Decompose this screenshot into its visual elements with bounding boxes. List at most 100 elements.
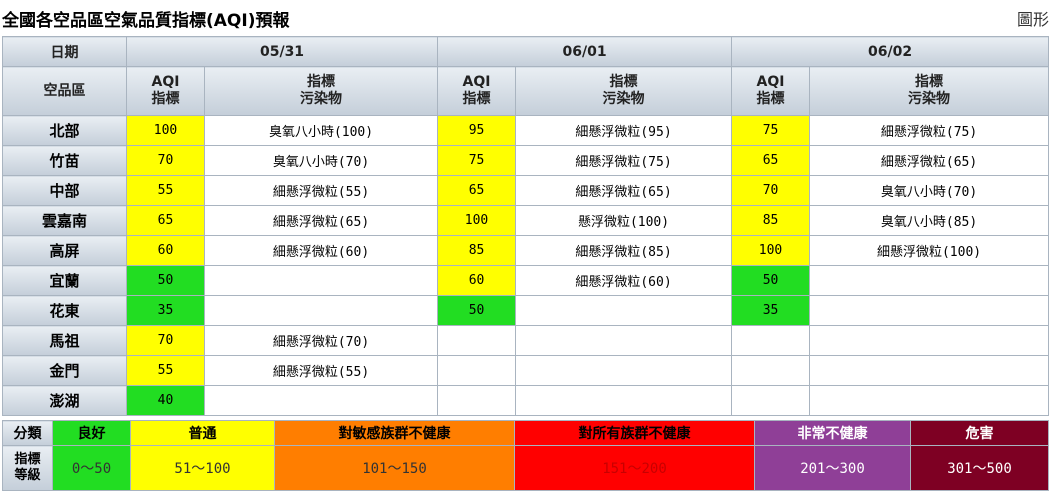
aqi-value-day2: 60 <box>437 265 517 296</box>
pollutant-day2 <box>515 325 733 356</box>
pollutant-header-line2: 污染物 <box>300 91 342 107</box>
table-row: 金門 55 細懸浮微粒(55) <box>2 355 1050 386</box>
pollutant-day3: 臭氧八小時(85) <box>809 205 1050 236</box>
legend-category-name: 普通 <box>130 420 275 446</box>
legend-category-name: 對所有族群不健康 <box>514 420 755 446</box>
aqi-value-day1: 40 <box>126 385 205 416</box>
region-name: 雲嘉南 <box>2 205 127 236</box>
date-header-label: 日期 <box>2 36 127 67</box>
pollutant-day3: 細懸浮微粒(75) <box>809 115 1050 146</box>
table-row: 北部 100 臭氧八小時(100) 95 細懸浮微粒(95) 75 細懸浮微粒(75) <box>2 115 1050 146</box>
aqi-value-day2: 85 <box>437 235 517 266</box>
aqi-value-day3 <box>731 355 811 386</box>
pollutant-header-day1: 指標 污染物 <box>203 66 439 116</box>
aqi-value-day1: 60 <box>126 235 205 266</box>
pollutant-day2: 懸浮微粒(100) <box>515 205 733 236</box>
region-name: 金門 <box>2 355 127 386</box>
pollutant-day2: 細懸浮微粒(85) <box>515 235 733 266</box>
region-name: 花東 <box>2 295 127 326</box>
aqi-legend-table: 分類 良好 普通 對敏感族群不健康 對所有族群不健康 非常不健康 危害 指標 等級 0～50… <box>2 420 1049 491</box>
pollutant-day3: 細懸浮微粒(100) <box>809 235 1050 266</box>
aqi-header-line1: AQI <box>756 74 785 90</box>
pollutant-day2: 細懸浮微粒(60) <box>515 265 733 296</box>
pollutant-day3: 細懸浮微粒(65) <box>809 145 1050 176</box>
aqi-value-day1: 55 <box>126 355 205 386</box>
aqi-header-day1: AQI 指標 <box>126 66 205 116</box>
table-row: 中部 55 細懸浮微粒(55) 65 細懸浮微粒(65) 70 臭氧八小時(70) <box>2 175 1050 206</box>
aqi-value-day2: 65 <box>437 175 517 206</box>
aqi-value-day1: 100 <box>126 115 205 146</box>
aqi-value-day1: 50 <box>126 265 205 296</box>
region-name: 高屏 <box>2 235 127 266</box>
legend-level-label: 指標 等級 <box>2 445 53 491</box>
legend-category-name: 對敏感族群不健康 <box>274 420 515 446</box>
aqi-forecast-table: 日期 05/31 06/01 06/02 空品區 AQI 指標 指標 污染物 AQI… <box>2 36 1050 416</box>
pollutant-day2: 細懸浮微粒(65) <box>515 175 733 206</box>
aqi-value-day3: 75 <box>731 115 811 146</box>
date-header-row: 日期 05/31 06/01 06/02 <box>2 36 1050 67</box>
legend-category-range: 301～500 <box>910 445 1049 491</box>
aqi-value-day3: 35 <box>731 295 811 326</box>
aqi-value-day2 <box>437 385 517 416</box>
aqi-value-day2 <box>437 325 517 356</box>
legend-level-line1: 指標 <box>14 452 41 467</box>
region-name: 馬祖 <box>2 325 127 356</box>
aqi-header-day2: AQI 指標 <box>437 66 517 116</box>
legend-category-row: 分類 良好 普通 對敏感族群不健康 對所有族群不健康 非常不健康 危害 <box>2 420 1049 446</box>
aqi-value-day2: 100 <box>437 205 517 236</box>
pollutant-day1 <box>203 295 439 326</box>
aqi-value-day3: 85 <box>731 205 811 236</box>
pollutant-day3: 臭氧八小時(70) <box>809 175 1050 206</box>
date-header-day3: 06/02 <box>731 36 1050 67</box>
table-row: 竹苗 70 臭氧八小時(70) 75 細懸浮微粒(75) 65 細懸浮微粒(65) <box>2 145 1050 176</box>
region-header: 空品區 <box>2 66 127 116</box>
date-header-day1: 05/31 <box>125 36 439 67</box>
pollutant-header-line2: 污染物 <box>602 91 645 107</box>
aqi-value-day3: 100 <box>731 235 811 266</box>
legend-category-range: 151～200 <box>514 445 755 491</box>
aqi-value-day2: 95 <box>437 115 517 146</box>
legend-category-name: 危害 <box>910 420 1049 446</box>
pollutant-day1: 臭氧八小時(70) <box>203 145 439 176</box>
aqi-header-line2: 指標 <box>462 91 491 107</box>
pollutant-day3 <box>809 355 1050 386</box>
aqi-value-day2: 50 <box>437 295 517 326</box>
aqi-value-day3 <box>731 385 811 416</box>
aqi-value-day3: 50 <box>731 265 811 296</box>
chart-view-link[interactable]: 圖形 <box>1016 10 1049 29</box>
aqi-value-day1: 35 <box>126 295 205 326</box>
region-name: 澎湖 <box>2 385 127 416</box>
pollutant-day2: 細懸浮微粒(95) <box>515 115 733 146</box>
date-header-day2: 06/01 <box>437 36 733 67</box>
pollutant-day3 <box>809 325 1050 356</box>
pollutant-day1 <box>203 265 439 296</box>
pollutant-day1: 細懸浮微粒(65) <box>203 205 439 236</box>
aqi-header-line1: AQI <box>151 74 180 90</box>
pollutant-day2 <box>515 295 733 326</box>
legend-range-row: 指標 等級 0～50 51～100 101～150 151～200 201～300 301～… <box>2 445 1049 491</box>
pollutant-day2 <box>515 385 733 416</box>
aqi-value-day1: 70 <box>126 145 205 176</box>
pollutant-header-line2: 污染物 <box>908 91 951 107</box>
pollutant-day1: 臭氧八小時(100) <box>203 115 439 146</box>
pollutant-day2: 細懸浮微粒(75) <box>515 145 733 176</box>
column-header-row: 空品區 AQI 指標 指標 污染物 AQI 指標 指標 污染物 AQI 指標 指標 污染物 <box>2 66 1050 116</box>
aqi-value-day2: 75 <box>437 145 517 176</box>
aqi-value-day3: 65 <box>731 145 811 176</box>
table-row: 澎湖 40 <box>2 385 1050 416</box>
table-row: 花東 35 50 35 <box>2 295 1050 326</box>
pollutant-day1: 細懸浮微粒(70) <box>203 325 439 356</box>
pollutant-header-day3: 指標 污染物 <box>809 66 1050 116</box>
legend-level-line2: 等級 <box>14 468 41 483</box>
pollutant-header-line1: 指標 <box>609 74 638 90</box>
pollutant-header-line1: 指標 <box>307 74 335 90</box>
aqi-header-day3: AQI 指標 <box>731 66 811 116</box>
pollutant-day1: 細懸浮微粒(60) <box>203 235 439 266</box>
legend-category-range: 101～150 <box>274 445 515 491</box>
table-row: 雲嘉南 65 細懸浮微粒(65) 100 懸浮微粒(100) 85 臭氧八小時(85) <box>2 205 1050 236</box>
aqi-value-day1: 70 <box>126 325 205 356</box>
region-name: 北部 <box>2 115 127 146</box>
pollutant-header-line1: 指標 <box>915 74 944 90</box>
aqi-header-line2: 指標 <box>151 91 180 107</box>
legend-category-name: 非常不健康 <box>754 420 911 446</box>
